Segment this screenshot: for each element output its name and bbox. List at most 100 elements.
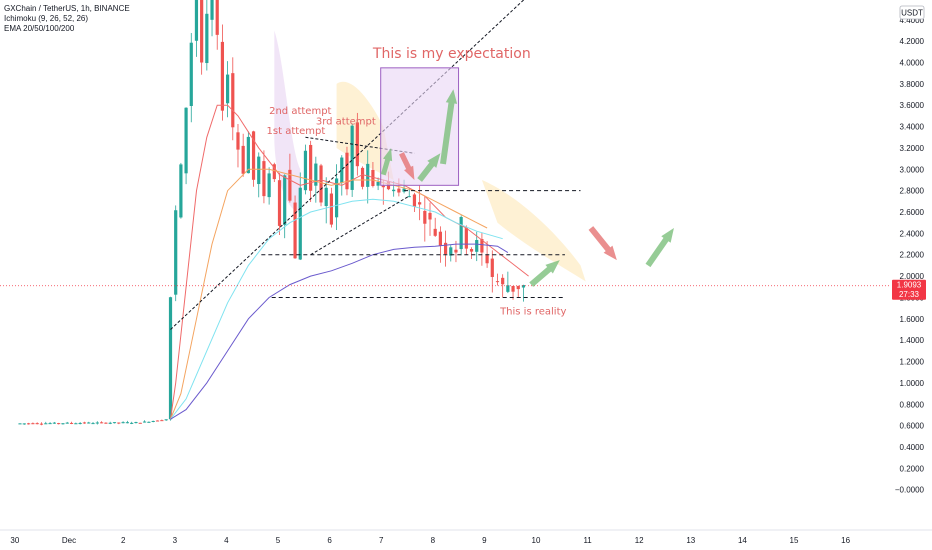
y-tick-label: 3.2000 bbox=[900, 144, 925, 153]
candle-body bbox=[319, 165, 323, 203]
currency-unit-box bbox=[899, 5, 925, 20]
price-tag-box bbox=[892, 279, 926, 300]
candle-body bbox=[267, 173, 271, 198]
arrow-up-2 bbox=[417, 153, 441, 182]
x-tick-label: 10 bbox=[532, 536, 541, 545]
candle-body bbox=[433, 228, 437, 236]
candle-body bbox=[226, 74, 230, 104]
ema-line-3 bbox=[170, 198, 503, 420]
candle-body bbox=[95, 422, 99, 424]
candle-body bbox=[215, 0, 219, 35]
candle-body bbox=[480, 239, 484, 253]
candle-body bbox=[516, 286, 520, 290]
candle-body bbox=[48, 423, 52, 425]
candle-body bbox=[428, 212, 432, 220]
candle-body bbox=[82, 422, 87, 424]
legend-ema[interactable]: EMA 20/50/100/200 bbox=[4, 24, 75, 33]
y-tick-label: 4.2000 bbox=[900, 37, 925, 46]
y-tick-label: −0.0000 bbox=[895, 486, 925, 495]
y-tick-label: 1.2000 bbox=[900, 358, 925, 367]
candle-body bbox=[125, 422, 129, 424]
candle-body bbox=[164, 419, 168, 421]
annotation-1st-attempt: 1st attempt bbox=[267, 126, 326, 137]
candle-body bbox=[506, 285, 510, 292]
candle-body bbox=[121, 422, 125, 424]
candle-body bbox=[329, 193, 333, 225]
candle-body bbox=[69, 422, 74, 424]
candle-body bbox=[277, 180, 282, 226]
candle-body bbox=[44, 423, 48, 425]
x-tick-label: 3 bbox=[173, 536, 178, 545]
y-tick-label: 2.0000 bbox=[900, 272, 925, 281]
candle-body bbox=[61, 423, 65, 425]
x-tick-label: 30 bbox=[10, 536, 19, 545]
candle-body bbox=[340, 157, 344, 183]
x-tick-label: Dec bbox=[62, 536, 76, 545]
x-tick-label: 9 bbox=[482, 536, 487, 545]
annotation-reality: This is reality bbox=[499, 307, 566, 318]
candle-body bbox=[147, 421, 151, 423]
candle-body bbox=[412, 194, 417, 207]
y-tick-label: 3.0000 bbox=[900, 165, 925, 174]
candle-body bbox=[464, 228, 468, 249]
trendline-lower bbox=[310, 195, 410, 256]
candle-body bbox=[521, 285, 526, 288]
candle-body bbox=[262, 161, 266, 197]
annotation-expectation: This is my expectation bbox=[372, 46, 531, 62]
candle-body bbox=[231, 73, 235, 128]
candle-body bbox=[108, 422, 112, 424]
candle-body bbox=[138, 422, 142, 424]
candle-body bbox=[155, 420, 160, 422]
x-tick-label: 8 bbox=[431, 536, 436, 545]
ichimoku-cloud-3 bbox=[481, 179, 586, 282]
candle-body bbox=[205, 13, 209, 64]
candle-body bbox=[246, 136, 250, 174]
candle-body bbox=[112, 422, 117, 424]
candle-body bbox=[194, 0, 199, 41]
y-tick-label: 2.2000 bbox=[900, 251, 925, 260]
candle-body bbox=[251, 131, 256, 180]
x-tick-label: 5 bbox=[276, 536, 281, 545]
candle-body bbox=[220, 41, 225, 111]
y-tick-label: 2.8000 bbox=[900, 187, 925, 196]
ema-line-4 bbox=[170, 243, 509, 420]
arrow-up-1 bbox=[380, 147, 393, 176]
x-tick-label: 4 bbox=[224, 536, 229, 545]
x-tick-label: 14 bbox=[738, 536, 747, 545]
candle-body bbox=[151, 420, 155, 422]
x-tick-label: 12 bbox=[635, 536, 644, 545]
candles bbox=[18, 0, 526, 426]
arrow-up-3 bbox=[440, 89, 458, 165]
x-tick-label: 11 bbox=[583, 536, 592, 545]
currency-unit-label: USDT bbox=[901, 9, 923, 18]
candle-body bbox=[18, 423, 22, 425]
candle-body bbox=[26, 423, 31, 425]
price-tag-countdown: 27:33 bbox=[899, 290, 920, 299]
legend-ichimoku[interactable]: Ichimoku (9, 26, 52, 26) bbox=[4, 14, 89, 23]
candle-body bbox=[309, 144, 313, 191]
annotation-2nd-attempt: 2nd attempt bbox=[269, 106, 331, 117]
candle-body bbox=[78, 423, 82, 425]
candle-body bbox=[142, 421, 147, 423]
x-tick-label: 6 bbox=[327, 536, 332, 545]
candle-body bbox=[485, 255, 489, 264]
y-tick-label: 1.4000 bbox=[900, 336, 925, 345]
y-tick-label: 0.4000 bbox=[900, 443, 925, 452]
candle-body bbox=[371, 169, 375, 186]
y-tick-label: 3.8000 bbox=[900, 80, 925, 89]
candle-body bbox=[397, 188, 401, 193]
candle-body bbox=[22, 423, 26, 425]
y-tick-label: 2.6000 bbox=[900, 208, 925, 217]
x-tick-label: 2 bbox=[121, 536, 126, 545]
candle-body bbox=[39, 423, 44, 425]
chart-legend: GXChain / TetherUS, 1h, BINANCE Ichimoku… bbox=[4, 4, 130, 34]
candle-body bbox=[293, 202, 297, 259]
legend-symbol[interactable]: GXChain / TetherUS, 1h, BINANCE bbox=[4, 4, 130, 13]
y-tick-label: 0.2000 bbox=[900, 464, 925, 473]
y-tick-label: 4.0000 bbox=[900, 59, 925, 68]
candle-body bbox=[418, 202, 422, 205]
candle-body bbox=[298, 187, 302, 260]
